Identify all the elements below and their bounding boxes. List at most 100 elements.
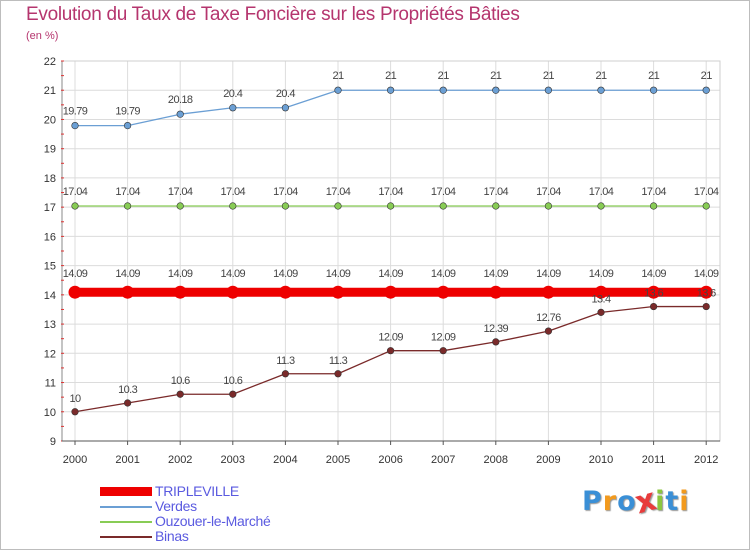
data-label-tripleville: 14.09 — [484, 268, 509, 280]
data-label-verdes: 21 — [332, 70, 344, 82]
legend-label: Ouzouer-le-Marché — [155, 513, 271, 529]
data-point-binas — [492, 338, 500, 346]
data-label-verdes: 21 — [648, 70, 660, 82]
data-label-binas: 11.3 — [276, 355, 295, 367]
data-label-ouzouer-le-march-: 17.04 — [168, 186, 193, 198]
x-tick-label: 2008 — [484, 454, 508, 466]
legend-entry: Ouzouer-le-Marché — [100, 513, 420, 529]
line-chart: 9 10 11 12 13 14 15 16 17 18 19 20 21 22 2000 2001 2002 2… — [44, 56, 721, 466]
data-point-tripleville — [226, 285, 240, 299]
data-point-binas — [123, 399, 132, 407]
proxiti-logo: Proxiti — [582, 482, 690, 522]
data-label-verdes: 21 — [543, 70, 555, 82]
y-tick-label: 15 — [44, 261, 56, 273]
data-label-verdes: 19.79 — [115, 106, 140, 118]
data-point-verdes — [544, 86, 553, 94]
data-label-verdes: 21 — [490, 70, 502, 82]
x-tick-label: 2000 — [63, 454, 87, 466]
data-point-verdes — [387, 86, 395, 94]
y-tick-label: 13 — [44, 319, 56, 331]
x-tick-label: 2012 — [694, 454, 718, 466]
x-tick-label: 2002 — [168, 454, 192, 466]
data-point-tripleville — [384, 285, 398, 299]
logo-letter: i — [679, 486, 690, 517]
data-point-verdes — [71, 121, 79, 130]
legend-entry: Binas — [100, 528, 420, 544]
data-label-ouzouer-le-march-: 17.04 — [326, 186, 351, 198]
data-point-verdes — [597, 86, 605, 94]
logo-letter: t — [665, 486, 680, 517]
y-tick-label: 14 — [44, 290, 56, 302]
data-label-verdes: 20.18 — [168, 94, 193, 106]
x-tick-label: 2006 — [378, 454, 402, 466]
data-label-binas: 10.6 — [171, 375, 190, 387]
data-point-verdes — [229, 104, 237, 112]
y-tick-label: 17 — [44, 202, 56, 214]
legend-label: TRIPLEVILLE — [155, 483, 239, 499]
data-point-ouzouer-le-march- — [492, 202, 500, 210]
x-tick-label: 2011 — [642, 454, 666, 466]
x-tick-label: 2003 — [221, 454, 245, 466]
data-point-ouzouer-le-march- — [123, 202, 132, 210]
data-label-binas: 12.76 — [536, 312, 561, 324]
data-label-tripleville: 14.09 — [273, 268, 298, 280]
data-point-verdes — [176, 110, 184, 118]
data-point-verdes — [123, 121, 132, 130]
axes: 9 10 11 12 13 14 15 16 17 18 19 20 21 22 2000 2001 2002 2… — [44, 56, 720, 466]
y-tick-label: 19 — [44, 144, 56, 156]
data-point-binas — [439, 347, 447, 355]
data-label-tripleville: 14.09 — [641, 268, 666, 280]
data-label-binas: 12.39 — [484, 323, 509, 335]
data-point-tripleville — [278, 285, 292, 299]
data-label-binas: 12.09 — [431, 332, 456, 344]
data-label-verdes: 21 — [438, 70, 450, 82]
series — [68, 86, 713, 416]
legend-label: Binas — [155, 528, 189, 544]
logo-letter: r — [602, 486, 618, 517]
data-point-tripleville — [436, 285, 450, 299]
x-tick-label: 2007 — [431, 454, 455, 466]
data-label-tripleville: 14.09 — [221, 268, 246, 280]
data-point-tripleville — [489, 285, 503, 299]
data-label-binas: 10 — [69, 393, 81, 405]
data-point-binas — [387, 347, 395, 355]
legend-swatch — [100, 520, 152, 523]
data-label-ouzouer-le-march-: 17.04 — [536, 186, 561, 198]
data-point-binas — [71, 408, 79, 416]
data-label-binas: 10.6 — [223, 375, 242, 387]
y-tick-label: 9 — [50, 436, 56, 448]
data-labels: 19.79 19.79 20.18 20.4 20.4 21 21 21 21 21 21 21 21 1… — [63, 70, 720, 405]
y-tick-label: 10 — [44, 407, 56, 419]
legend-swatch — [100, 487, 152, 496]
data-point-ouzouer-le-march- — [176, 202, 184, 210]
data-point-ouzouer-le-march- — [439, 202, 447, 210]
data-label-binas: 13.6 — [697, 288, 716, 300]
legend-swatch — [100, 505, 152, 508]
data-point-binas — [229, 390, 237, 398]
data-label-verdes: 21 — [595, 70, 607, 82]
data-label-verdes: 20.4 — [276, 88, 295, 100]
data-point-tripleville — [699, 285, 713, 299]
data-point-tripleville — [121, 285, 135, 299]
y-tick-label: 16 — [44, 231, 56, 243]
data-label-ouzouer-le-march-: 17.04 — [431, 186, 456, 198]
data-point-binas — [281, 370, 290, 378]
legend: TRIPLEVILLE Verdes Ouzouer-le-Marché Binas — [100, 483, 420, 544]
data-label-verdes: 20.4 — [223, 88, 242, 100]
data-point-binas — [334, 370, 342, 378]
data-label-tripleville: 14.09 — [694, 268, 719, 280]
y-tick-label: 18 — [44, 173, 56, 185]
data-point-verdes — [649, 86, 658, 94]
data-point-ouzouer-le-march- — [387, 202, 395, 210]
logo-letter: o — [617, 486, 637, 517]
data-point-ouzouer-le-march- — [334, 202, 342, 210]
data-point-ouzouer-le-march- — [702, 202, 710, 210]
data-label-verdes: 19.79 — [63, 106, 88, 118]
data-label-ouzouer-le-march-: 17.04 — [694, 186, 719, 198]
data-label-tripleville: 14.09 — [115, 268, 140, 280]
chart-title: Evolution du Taux de Taxe Foncière sur l… — [26, 4, 520, 25]
x-tick-label: 2009 — [536, 454, 560, 466]
data-label-tripleville: 14.09 — [168, 268, 193, 280]
logo-letter: i — [655, 486, 666, 517]
